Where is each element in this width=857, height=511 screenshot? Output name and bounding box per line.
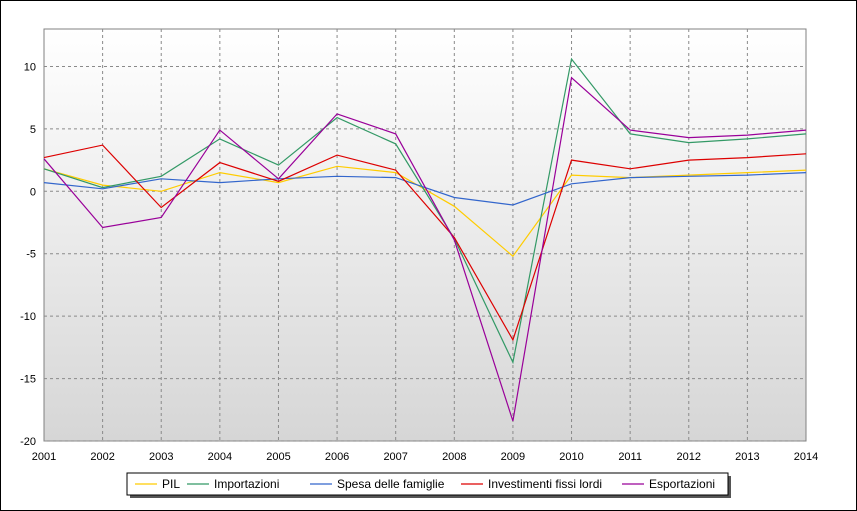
legend-label: Importazioni bbox=[214, 477, 279, 491]
x-tick-label: 2007 bbox=[383, 451, 407, 463]
legend: PIL Importazioni Spesa delle famiglie Inves… bbox=[126, 472, 731, 498]
x-tick-label: 2002 bbox=[90, 451, 114, 463]
y-tick-label: 5 bbox=[30, 124, 36, 136]
gridlines bbox=[44, 29, 806, 442]
series-line bbox=[43, 76, 807, 422]
x-tick-label: 2011 bbox=[618, 451, 642, 463]
x-tick-label: 2004 bbox=[208, 451, 232, 463]
legend-label: PIL bbox=[162, 477, 180, 491]
y-tick-label: -5 bbox=[26, 249, 36, 261]
series-lines bbox=[43, 57, 807, 422]
y-tick-label: -10 bbox=[20, 311, 36, 323]
y-tick-label: 0 bbox=[30, 186, 36, 198]
legend-label: Esportazioni bbox=[649, 477, 715, 491]
x-tick-label: 2006 bbox=[325, 451, 349, 463]
y-axis-tick-labels: 10 5 0 -5 -10 -15 -20 bbox=[20, 61, 36, 448]
legend-label: Spesa delle famiglie bbox=[337, 477, 445, 491]
x-tick-label: 2009 bbox=[501, 451, 525, 463]
x-tick-label: 2014 bbox=[794, 451, 818, 463]
plot-area bbox=[43, 28, 807, 442]
x-tick-label: 2005 bbox=[266, 451, 290, 463]
y-tick-label: -20 bbox=[20, 436, 36, 448]
series-line bbox=[43, 57, 807, 365]
x-tick-label: 2008 bbox=[442, 451, 466, 463]
x-axis-tick-labels: 2001 2002 2003 2004 2005 2006 2007 2008 2009 2010… bbox=[32, 451, 818, 463]
legend-box bbox=[126, 472, 729, 496]
y-tick-label: 10 bbox=[24, 61, 36, 73]
y-tick-label: -15 bbox=[20, 374, 36, 386]
x-tick-label: 2013 bbox=[735, 451, 759, 463]
x-tick-label: 2012 bbox=[677, 451, 701, 463]
series-line bbox=[43, 144, 807, 342]
x-tick-label: 2010 bbox=[559, 451, 583, 463]
x-tick-label: 2003 bbox=[149, 451, 173, 463]
series-line bbox=[43, 165, 807, 258]
legend-label: Investimenti fissi lordi bbox=[488, 477, 602, 491]
x-tick-label: 2001 bbox=[32, 451, 56, 463]
